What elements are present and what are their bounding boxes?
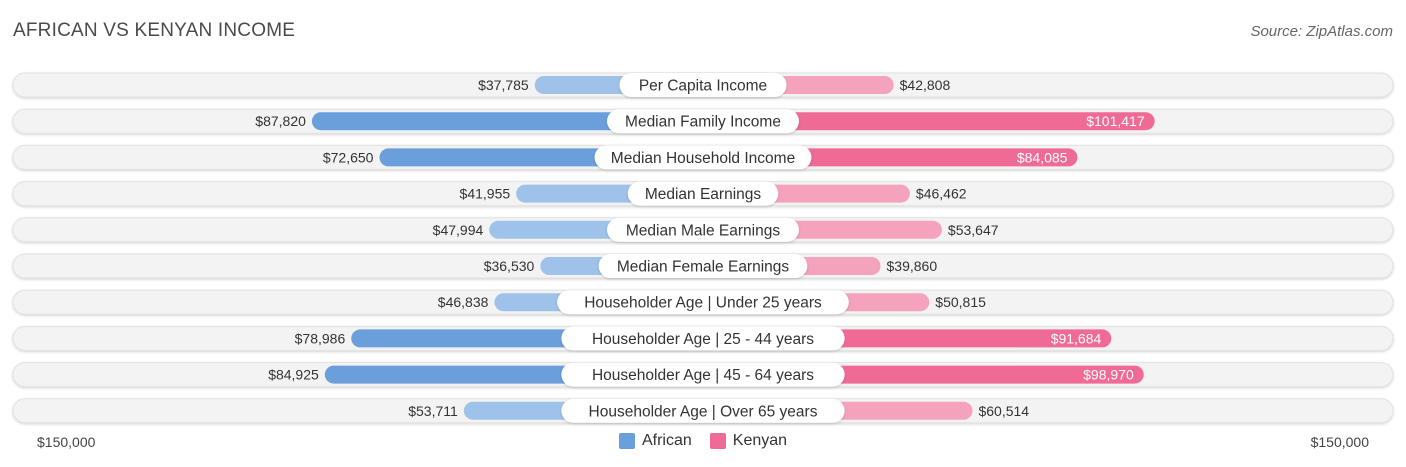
legend-item-kenyan: Kenyan xyxy=(709,432,788,450)
category-label: Householder Age | 25 - 44 years xyxy=(592,331,814,348)
value-label-african: $36,530 xyxy=(484,258,535,274)
category-pill xyxy=(561,326,845,351)
value-label-kenyan: $84,085 xyxy=(1017,149,1068,165)
bar-kenyan xyxy=(703,112,1155,131)
category-pill xyxy=(594,145,812,170)
legend-swatch-kenyan xyxy=(709,433,726,449)
value-label-african: $78,986 xyxy=(295,330,346,346)
value-label-kenyan: $42,808 xyxy=(900,77,951,93)
axis-right-label: $150,000 xyxy=(1310,434,1369,450)
category-label: Median Earnings xyxy=(645,186,762,203)
value-label-kenyan: $101,417 xyxy=(1086,113,1145,129)
bar-african xyxy=(311,112,703,131)
value-label-kenyan: $50,815 xyxy=(935,294,986,310)
category-label: Householder Age | Under 25 years xyxy=(584,295,822,312)
category-label: Median Male Earnings xyxy=(626,222,780,239)
category-pill xyxy=(607,109,799,134)
legend-item-african: African xyxy=(618,432,692,450)
value-label-african: $41,955 xyxy=(460,186,511,202)
value-label-kenyan: $46,462 xyxy=(916,186,967,202)
value-label-african: $53,711 xyxy=(408,403,458,419)
category-pill xyxy=(607,217,799,242)
value-label-african: $47,994 xyxy=(433,222,484,238)
legend-label-kenyan: Kenyan xyxy=(732,432,788,449)
legend-label-african: African xyxy=(641,432,692,449)
value-label-african: $84,925 xyxy=(268,367,319,383)
value-label-kenyan: $98,970 xyxy=(1083,367,1134,383)
category-pill xyxy=(627,181,779,206)
value-label-african: $37,785 xyxy=(478,77,529,93)
category-label: Householder Age | Over 65 years xyxy=(589,403,818,420)
value-label-kenyan: $39,860 xyxy=(887,258,938,274)
category-label: Median Household Income xyxy=(611,150,795,167)
category-label: Householder Age | 45 - 64 years xyxy=(592,367,814,384)
chart-title: AFRICAN VS KENYAN INCOME xyxy=(13,20,296,41)
category-label: Per Capita Income xyxy=(639,78,767,95)
value-label-kenyan: $60,514 xyxy=(978,403,1029,419)
category-label: Median Female Earnings xyxy=(617,259,790,276)
category-pill xyxy=(561,398,845,423)
category-pill xyxy=(561,362,845,387)
value-label-african: $87,820 xyxy=(255,113,306,129)
category-pill xyxy=(619,73,787,97)
axis-left-label: $150,000 xyxy=(37,434,96,450)
legend: African Kenyan xyxy=(0,432,1406,450)
value-label-kenyan: $53,647 xyxy=(948,222,999,238)
category-pill xyxy=(557,290,849,315)
value-label-african: $72,650 xyxy=(323,149,374,165)
value-label-african: $46,838 xyxy=(438,294,489,310)
category-pill xyxy=(598,254,808,278)
value-label-kenyan: $91,684 xyxy=(1051,330,1102,346)
chart-source: Source: ZipAtlas.com xyxy=(1250,23,1393,40)
category-label: Median Family Income xyxy=(625,114,781,131)
legend-swatch-african xyxy=(618,433,635,449)
